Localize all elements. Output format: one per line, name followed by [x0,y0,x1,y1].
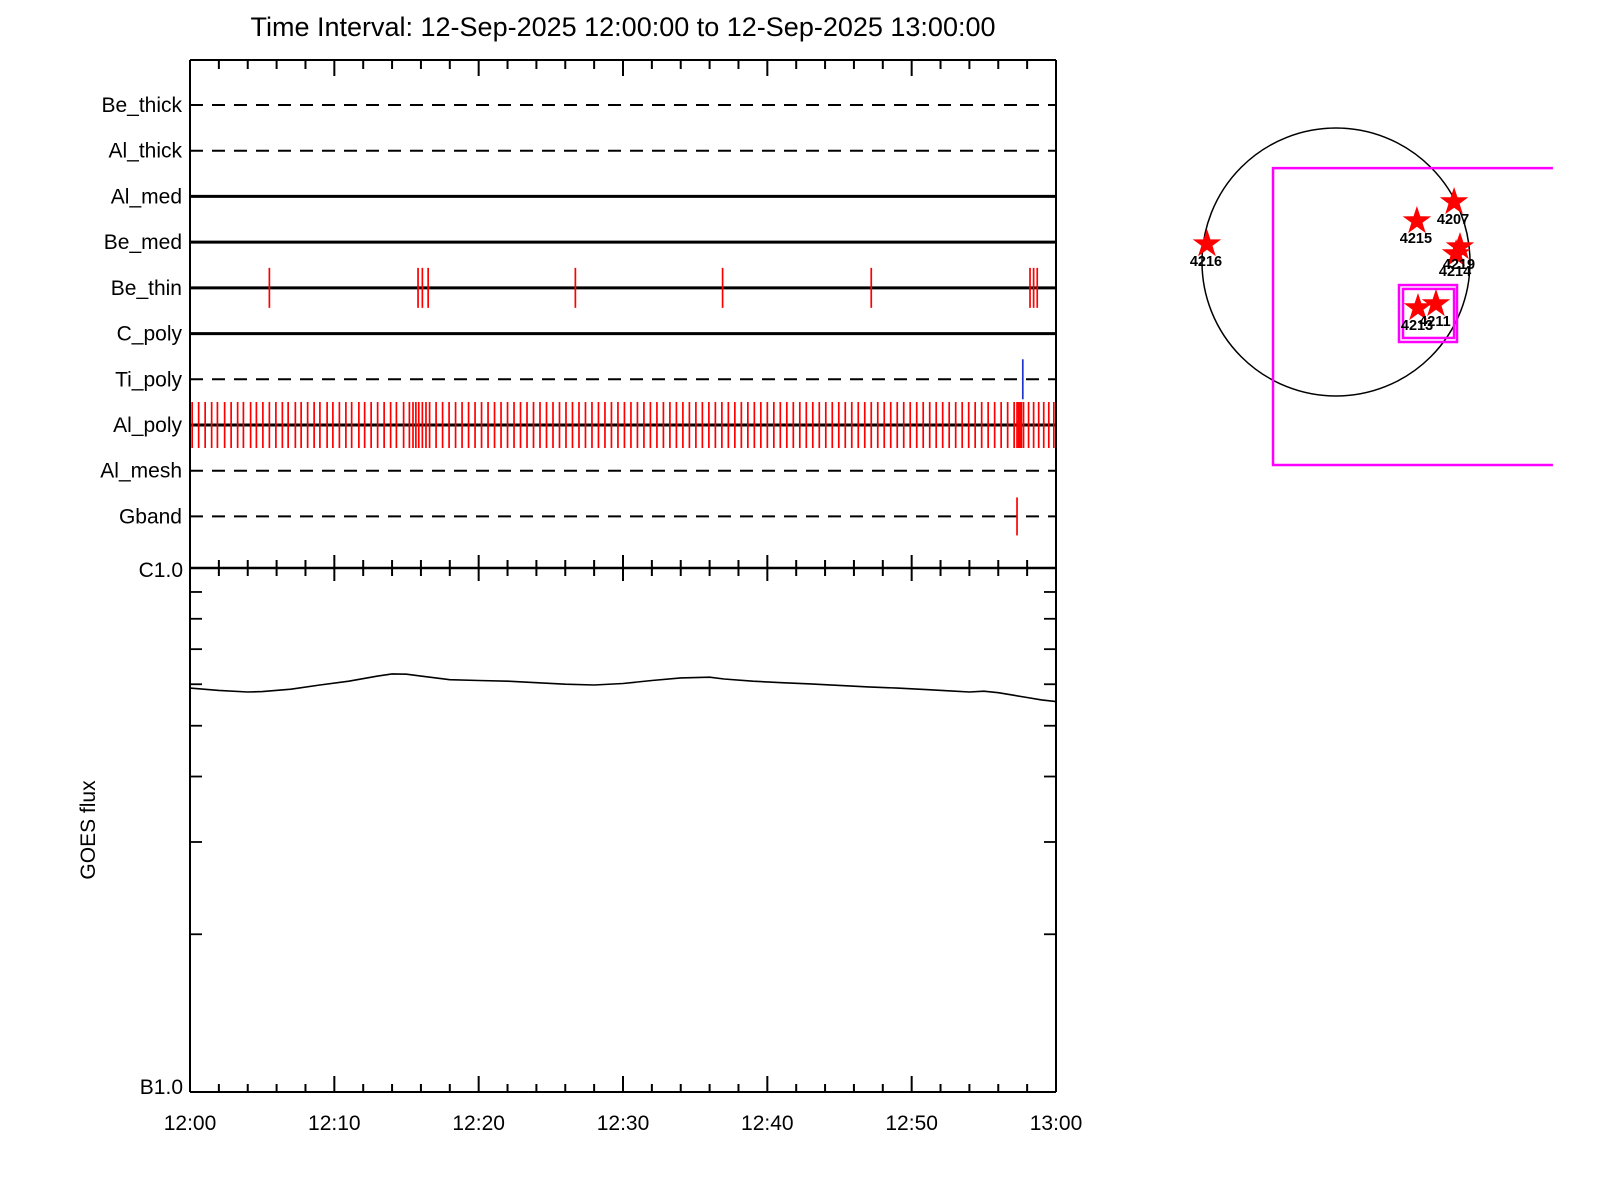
fov-box-large [1271,166,1553,467]
ar-label-4219: 4219 [1443,257,1475,273]
goes-bottom-class-label: B1.0 [140,1076,183,1099]
filter-row-label: C_poly [117,323,183,346]
plot-title: Time Interval: 12-Sep-2025 12:00:00 to 1… [250,12,996,42]
x-tick-label: 12:10 [308,1112,361,1135]
x-tick-label: 13:00 [1030,1112,1083,1135]
ar-label-4214: 4214 [1439,264,1471,280]
ar-label-4207: 4207 [1437,212,1469,228]
ar-label-4216: 4216 [1190,254,1222,270]
active-region-star-4214 [1441,239,1471,267]
x-tick-label: 12:30 [597,1112,650,1135]
active-region-star-4215 [1402,206,1432,234]
filter-row-label: Al_med [111,185,182,208]
x-tick-label: 12:40 [741,1112,794,1135]
solar-limb-circle [1201,127,1471,397]
active-region-star-4216 [1192,229,1222,257]
filter-row-label: Ti_poly [115,368,182,391]
filter-row-label: Al_mesh [100,460,182,483]
ar-label-4211: 4211 [1419,314,1450,330]
x-tick-label: 12:20 [452,1112,505,1135]
filter-row-label: Al_poly [113,414,182,437]
active-region-star-4213 [1403,293,1433,321]
x-tick-label: 12:00 [164,1112,217,1135]
filter-row-label: Be_med [104,231,182,254]
active-region-star-4207 [1439,187,1469,215]
x-tick-label: 12:50 [885,1112,938,1135]
filter-row-label: Be_thin [111,277,182,300]
fov-box-small-2 [1401,287,1456,340]
goes-ylabel: GOES flux [77,780,100,880]
goes-top-class-label: C1.0 [139,559,183,582]
ar-label-4213: 4213 [1401,318,1433,334]
filter-row-label: Al_thick [108,140,182,163]
fov-box-small-1 [1397,283,1459,344]
goes-flux-curve [189,673,1057,703]
ar-label-4215: 4215 [1400,231,1432,247]
active-region-star-4211 [1421,288,1451,317]
filter-row-label: Gband [119,505,182,528]
active-region-star-4219 [1445,232,1475,260]
filter-row-label: Be_thick [101,94,182,117]
